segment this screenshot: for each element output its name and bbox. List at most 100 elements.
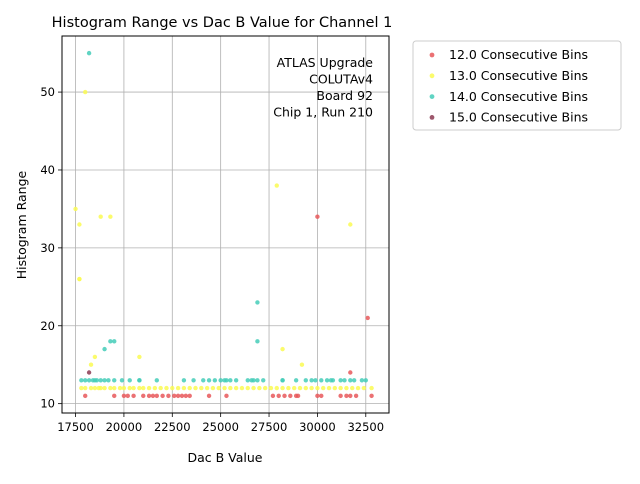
data-point [239,385,245,391]
data-point [261,378,266,383]
data-point [98,214,103,219]
legend-label: 14.0 Consecutive Bins [449,89,588,104]
legend-marker [429,94,435,99]
data-point [204,385,210,391]
data-point [86,50,92,56]
y-tick-label: 30 [40,241,55,255]
data-point [251,385,256,391]
legend-marker [429,52,435,58]
annotation-line: ATLAS Upgrade [277,55,374,70]
data-point [291,385,297,391]
data-point [88,362,94,367]
data-point [170,385,175,391]
data-point [137,354,142,360]
data-point [108,385,113,391]
data-point [164,385,169,391]
data-point [344,385,349,391]
annotation-line: Board 92 [316,88,373,103]
data-point [187,393,192,399]
data-point [309,378,314,383]
legend-label: 15.0 Consecutive Bins [449,110,588,125]
data-point [199,385,204,391]
data-point [92,354,98,360]
data-point [179,393,185,399]
data-point [326,385,332,391]
data-point [212,378,218,383]
data-point [344,393,349,399]
x-axis-ticks: 17500 20000 22500 25000 27500 30000 32500 [57,413,384,434]
data-point [218,378,223,383]
data-points [73,50,374,399]
series-1-points [83,214,374,399]
data-point [201,378,206,383]
data-point [121,393,127,399]
data-point [86,378,92,383]
data-point [359,378,365,383]
data-point [125,393,130,399]
data-point [146,385,152,391]
data-point [172,393,177,399]
data-point [206,378,212,383]
data-point [206,393,212,399]
data-point [92,378,98,383]
data-point [102,378,107,383]
y-tick-label: 50 [40,85,55,99]
data-point [350,385,355,391]
data-point [160,393,165,399]
data-point [319,393,324,399]
data-point [280,346,285,352]
data-point [108,339,113,344]
data-point [79,385,84,391]
data-point [338,378,343,383]
data-point [131,393,136,399]
data-point [228,378,233,383]
data-point [181,378,187,383]
data-point [369,393,374,399]
data-point [262,385,268,391]
legend-marker [429,73,435,79]
y-tick-label: 40 [40,163,55,177]
data-point [303,378,308,383]
chart-title: Histogram Range vs Dac B Value for Chann… [52,15,393,31]
data-point [112,393,117,399]
data-point [193,385,198,391]
data-point [108,214,113,219]
data-point [257,385,262,391]
data-point [112,339,117,344]
annotation-line: Chip 1, Run 210 [273,105,373,120]
data-point [332,385,338,391]
data-point [152,385,158,391]
data-point [295,393,301,399]
data-point [131,385,136,391]
x-tick-label: 30000 [299,420,336,434]
legend-label: 13.0 Consecutive Bins [449,68,588,83]
data-point [245,385,250,391]
data-point [328,378,334,383]
data-point [127,378,132,383]
legend: 12.0 Consecutive Bins 13.0 Consecutive Bi… [412,40,622,131]
series-2-points [73,89,374,391]
data-point [297,385,303,391]
data-point [348,222,353,227]
plot-area-frame [61,35,390,414]
data-point [191,378,196,383]
data-point [309,385,314,391]
data-point [321,385,326,391]
y-tick-label: 10 [40,397,55,411]
data-point [112,385,117,391]
data-point [342,378,347,383]
data-point [117,385,123,391]
data-point [79,378,84,383]
data-point [224,393,229,399]
data-point [83,89,88,95]
x-tick-label: 20000 [106,420,143,434]
legend-frame [412,40,622,131]
data-point [83,385,88,391]
x-tick-label: 32500 [347,420,384,434]
data-point [286,385,291,391]
y-axis-ticks: 10 20 30 40 50 [40,85,62,411]
data-point [112,378,117,383]
data-point [98,378,103,383]
data-point [293,378,299,383]
